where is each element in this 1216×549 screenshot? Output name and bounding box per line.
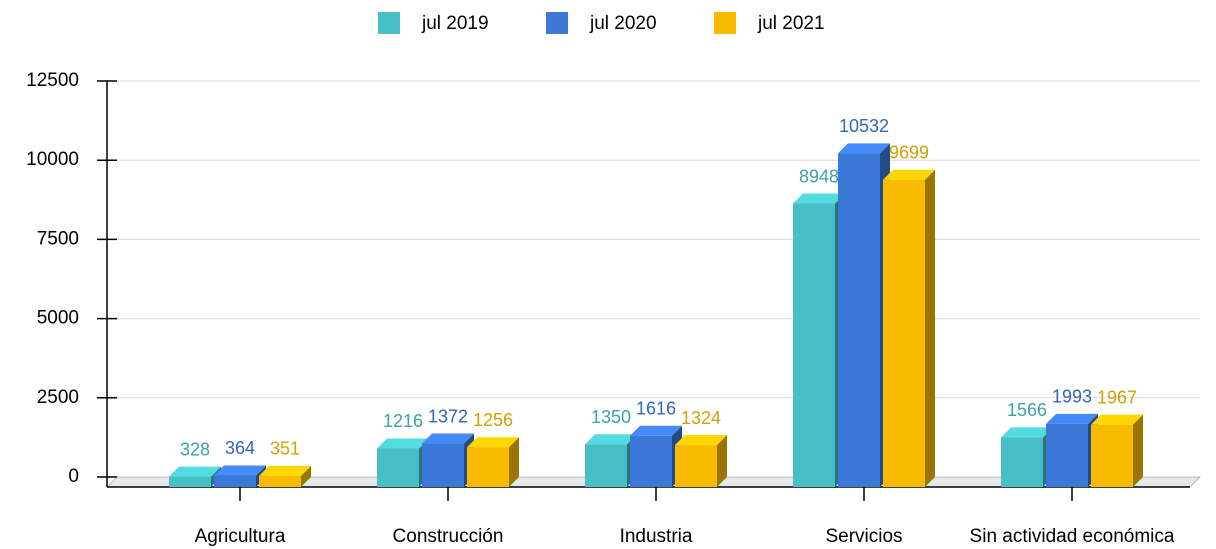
legend-label: jul 2019 [421,13,489,34]
bar [467,447,509,487]
bar-side [1133,414,1143,487]
bar-top [675,435,727,446]
data-label: 1350 [591,407,631,427]
legend-swatch [714,12,736,34]
y-tick-label: 2500 [37,387,79,408]
data-label: 1324 [681,408,721,428]
bar [793,203,835,488]
data-label: 1993 [1052,387,1092,407]
bar-top [422,433,474,444]
bar [675,445,717,487]
data-label: 1566 [1007,400,1047,420]
bar [422,443,464,487]
legend-swatch [378,12,400,34]
bar [630,435,672,487]
bar-top [1001,427,1053,438]
data-label: 1967 [1097,387,1137,407]
bar [259,475,301,487]
bar [1091,424,1133,487]
x-tick-label: Servicios [825,526,902,547]
bar-side [925,169,935,487]
bar-top [259,465,311,476]
bar-top [169,466,221,477]
data-label: 1216 [383,411,423,431]
bar [214,475,256,487]
x-tick-label: Industria [620,526,693,547]
bar [1046,423,1088,487]
bar-top [793,193,845,204]
y-tick-label: 12500 [26,70,79,91]
bar-top [377,438,429,449]
bar-top [214,465,266,476]
legend-label: jul 2020 [589,13,657,34]
y-tick-label: 7500 [37,228,79,249]
data-label: 8948 [799,166,839,186]
x-tick-label: Construcción [393,526,504,547]
bar [1001,437,1043,487]
bar-side [301,465,311,487]
x-tick-label: Agricultura [195,526,286,547]
bar-side [717,435,727,487]
x-tick-label: Sin actividad económica [970,526,1175,547]
legend-label: jul 2021 [757,13,825,34]
data-label: 10532 [839,116,889,136]
data-label: 1256 [473,410,513,430]
data-label: 328 [180,439,210,459]
bar-top [1091,414,1143,425]
bar-top [630,425,682,436]
y-tick-label: 0 [68,466,79,487]
bar [169,476,211,487]
bar-top [467,437,519,448]
data-label: 351 [270,439,300,459]
data-label: 1372 [428,406,468,426]
legend-swatch [546,12,568,34]
data-label: 1616 [636,399,676,419]
bar [377,448,419,487]
data-label: 364 [225,438,255,458]
y-tick-label: 5000 [37,308,79,329]
bar-top [585,434,637,445]
y-tick-label: 10000 [26,149,79,170]
bar-side [509,437,519,487]
bar-top [838,143,890,154]
bar [838,153,880,487]
bar-top [1046,413,1098,424]
bar-top [883,169,935,180]
bar [585,444,627,487]
data-label: 9699 [889,142,929,162]
bar [883,179,925,487]
